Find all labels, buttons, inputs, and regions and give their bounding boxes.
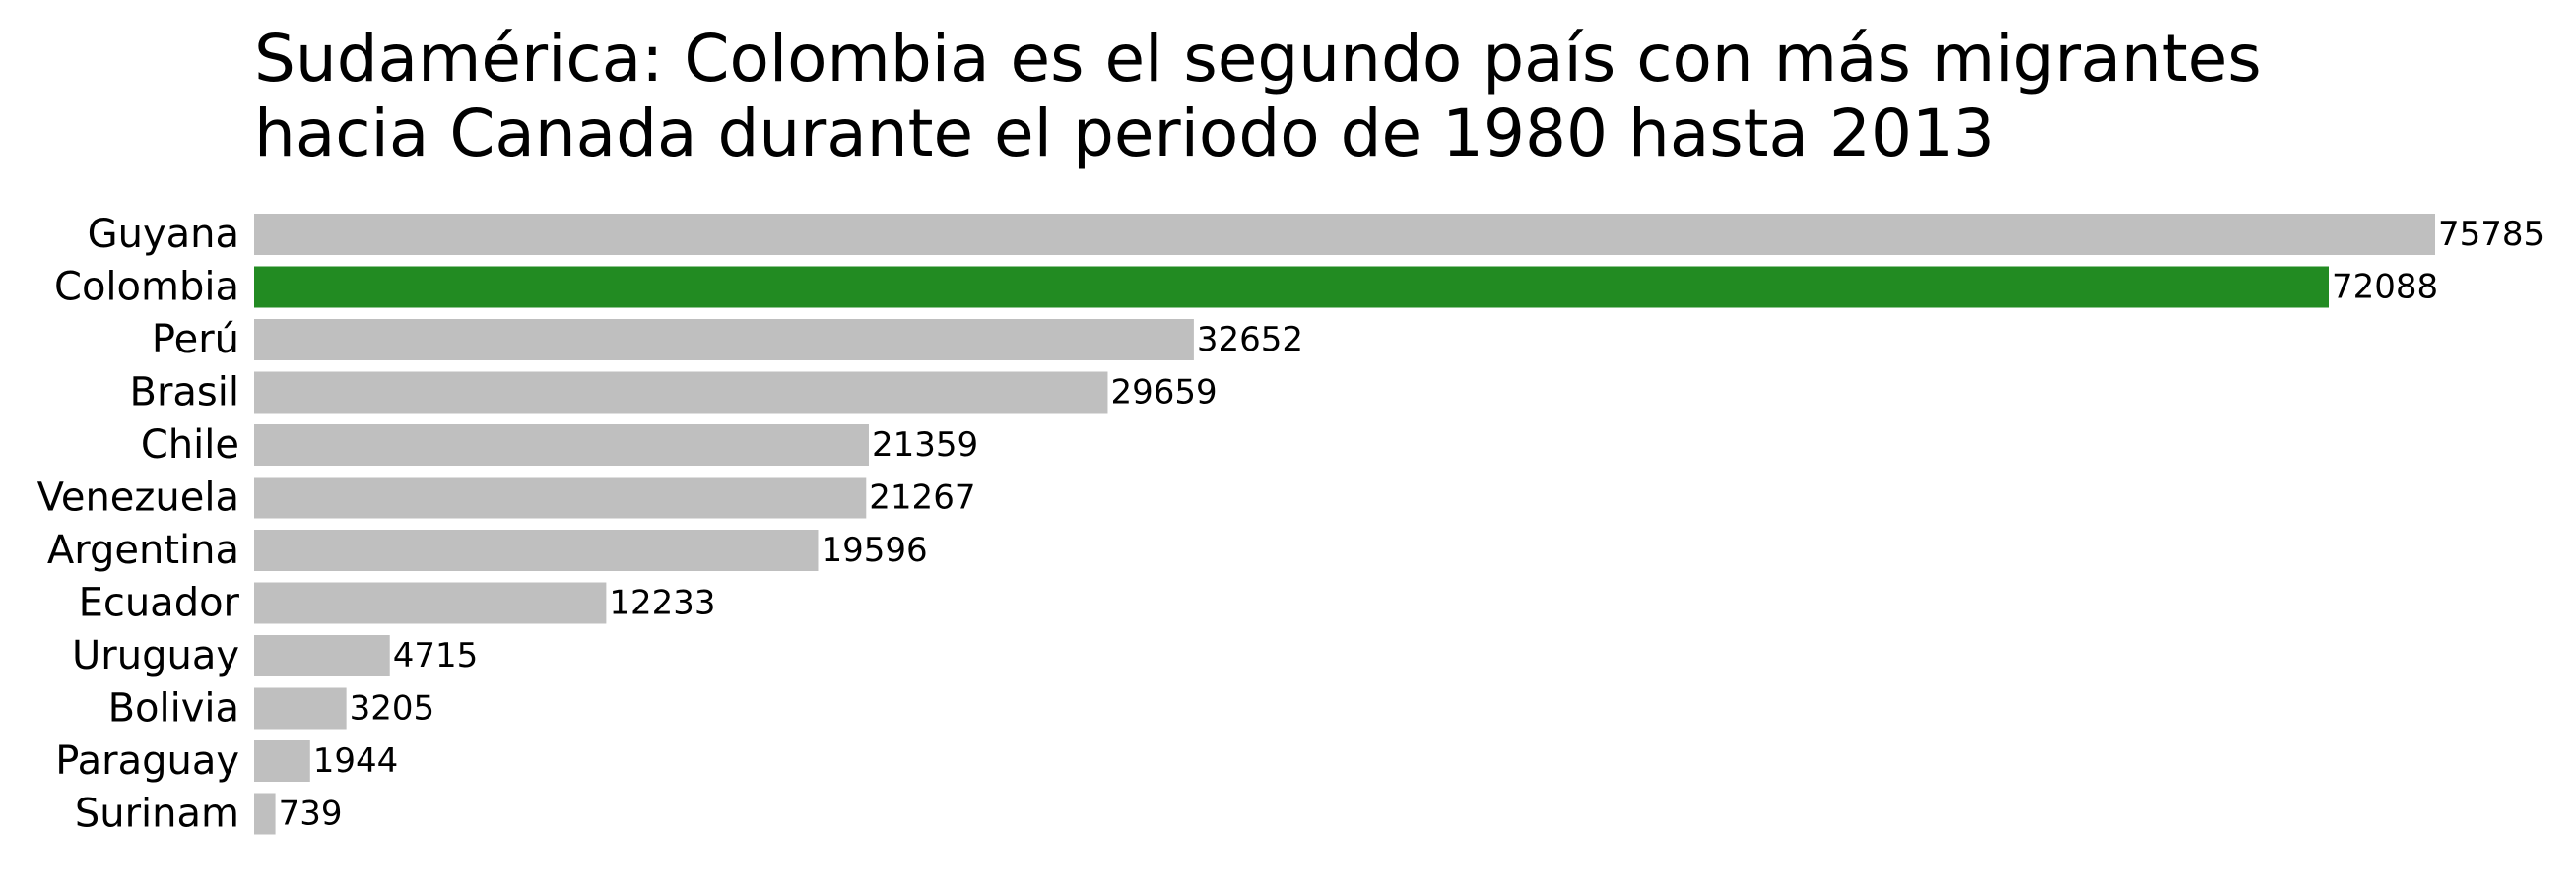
category-label-surinam: Surinam xyxy=(75,792,239,837)
category-label-ecuador: Ecuador xyxy=(79,581,240,626)
bar-guyana xyxy=(254,214,2435,255)
bar-surinam xyxy=(254,793,276,835)
category-label-peru: Perú xyxy=(152,317,239,362)
category-label-uruguay: Uruguay xyxy=(72,633,239,678)
category-labels: Guyana Colombia Perú Brasil Chile Venezuela Ar… xyxy=(37,212,240,837)
category-label-venezuela: Venezuela xyxy=(37,476,239,521)
bars-layer xyxy=(254,214,2435,835)
bar-bolivia xyxy=(254,687,347,730)
value-label-peru: 32652 xyxy=(1197,320,1303,359)
category-label-paraguay: Paraguay xyxy=(55,738,239,784)
value-label-surinam: 739 xyxy=(279,795,343,834)
value-label-brasil: 29659 xyxy=(1110,373,1217,413)
chart-title-line-1: Sudamérica: Colombia es el segundo país … xyxy=(254,21,2262,96)
category-label-guyana: Guyana xyxy=(88,212,239,257)
bar-paraguay xyxy=(254,740,310,782)
value-label-guyana: 75785 xyxy=(2438,215,2544,254)
bar-peru xyxy=(254,319,1194,360)
category-label-chile: Chile xyxy=(141,422,239,468)
bar-uruguay xyxy=(254,635,390,676)
category-label-bolivia: Bolivia xyxy=(108,686,239,732)
bar-colombia xyxy=(254,266,2329,308)
value-label-ecuador: 12233 xyxy=(609,584,715,623)
value-label-uruguay: 4715 xyxy=(393,636,479,675)
bar-argentina xyxy=(254,530,819,571)
value-label-colombia: 72088 xyxy=(2332,268,2438,307)
bar-brasil xyxy=(254,371,1108,414)
category-label-argentina: Argentina xyxy=(47,528,239,573)
value-label-venezuela: 21267 xyxy=(869,479,975,518)
chart-title-line-2: hacia Canada durante el periodo de 1980 … xyxy=(254,96,1995,171)
value-label-paraguay: 1944 xyxy=(313,741,399,781)
category-label-brasil: Brasil xyxy=(130,370,239,415)
value-label-bolivia: 3205 xyxy=(350,689,435,729)
chart-title: Sudamérica: Colombia es el segundo país … xyxy=(254,22,2262,171)
value-label-argentina: 19596 xyxy=(821,531,927,570)
category-label-colombia: Colombia xyxy=(54,265,239,310)
bar-venezuela xyxy=(254,477,867,519)
bar-chile xyxy=(254,424,869,466)
bar-ecuador xyxy=(254,582,607,624)
value-label-chile: 21359 xyxy=(872,425,978,465)
